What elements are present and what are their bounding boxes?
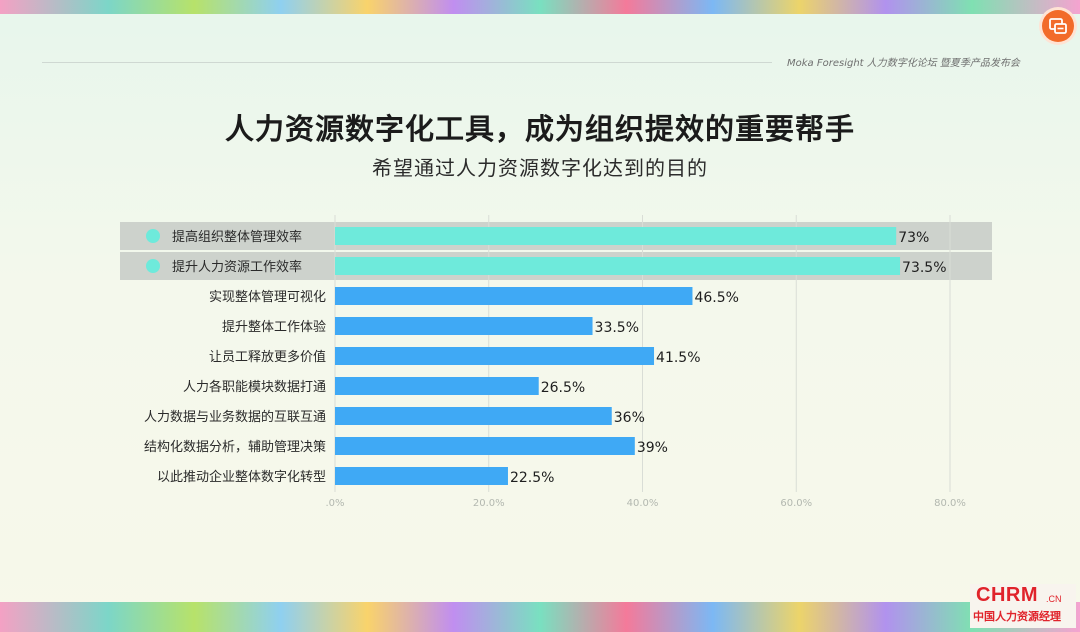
bar	[335, 467, 508, 485]
category-label: 以此推动企业整体数字化转型	[157, 469, 326, 485]
data-label: 39%	[637, 440, 668, 456]
top-decorative-band	[0, 0, 1080, 14]
category-label: 提升人力资源工作效率	[172, 259, 302, 275]
x-tick-label: 20.0%	[473, 498, 505, 509]
chart-subtitle: 希望通过人力资源数字化达到的目的	[372, 156, 708, 180]
x-tick-label: .0%	[325, 498, 344, 509]
bar	[335, 437, 635, 455]
bottom-decorative-band	[0, 602, 1080, 632]
logo-suffix-text: .CN	[1046, 594, 1062, 604]
category-label: 提高组织整体管理效率	[172, 229, 302, 245]
highlight-marker-dot	[146, 259, 160, 273]
data-label: 41.5%	[656, 350, 700, 366]
bar	[335, 257, 901, 275]
data-label: 46.5%	[694, 290, 738, 306]
event-header-text: Moka Foresight 人力数字化论坛 暨夏季产品发布会	[787, 58, 1020, 69]
data-label: 26.5%	[541, 380, 585, 396]
bar	[335, 227, 897, 245]
category-label: 提升整体工作体验	[222, 319, 326, 335]
bar	[335, 377, 539, 395]
data-label: 22.5%	[510, 470, 554, 486]
bar	[335, 317, 593, 335]
bar	[335, 407, 612, 425]
category-label: 实现整体管理可视化	[209, 290, 326, 305]
highlight-marker-dot	[146, 229, 160, 243]
data-label: 33.5%	[595, 320, 639, 336]
category-label: 让员工释放更多价值	[209, 349, 326, 365]
chart-title: 人力资源数字化工具，成为组织提效的重要帮手	[224, 112, 855, 146]
category-label: 人力数据与业务数据的互联互通	[144, 409, 326, 425]
chat-export-icon[interactable]	[1042, 10, 1074, 42]
category-label: 结构化数据分析，辅助管理决策	[144, 439, 326, 455]
logo-sub-text: 中国人力资源经理	[973, 610, 1061, 623]
bar	[335, 287, 693, 305]
logo-main-text: CHRM	[976, 584, 1038, 606]
data-label: 73.5%	[902, 260, 946, 276]
x-tick-label: 40.0%	[627, 498, 659, 509]
x-tick-label: 80.0%	[934, 498, 966, 509]
bar	[335, 347, 655, 365]
header-divider	[42, 62, 772, 63]
data-label: 36%	[614, 410, 645, 426]
data-label: 73%	[898, 230, 929, 246]
x-tick-label: 60.0%	[780, 498, 812, 509]
category-label: 人力各职能模块数据打通	[183, 379, 326, 395]
chrm-logo: CHRM .CN 中国人力资源经理	[970, 584, 1076, 628]
